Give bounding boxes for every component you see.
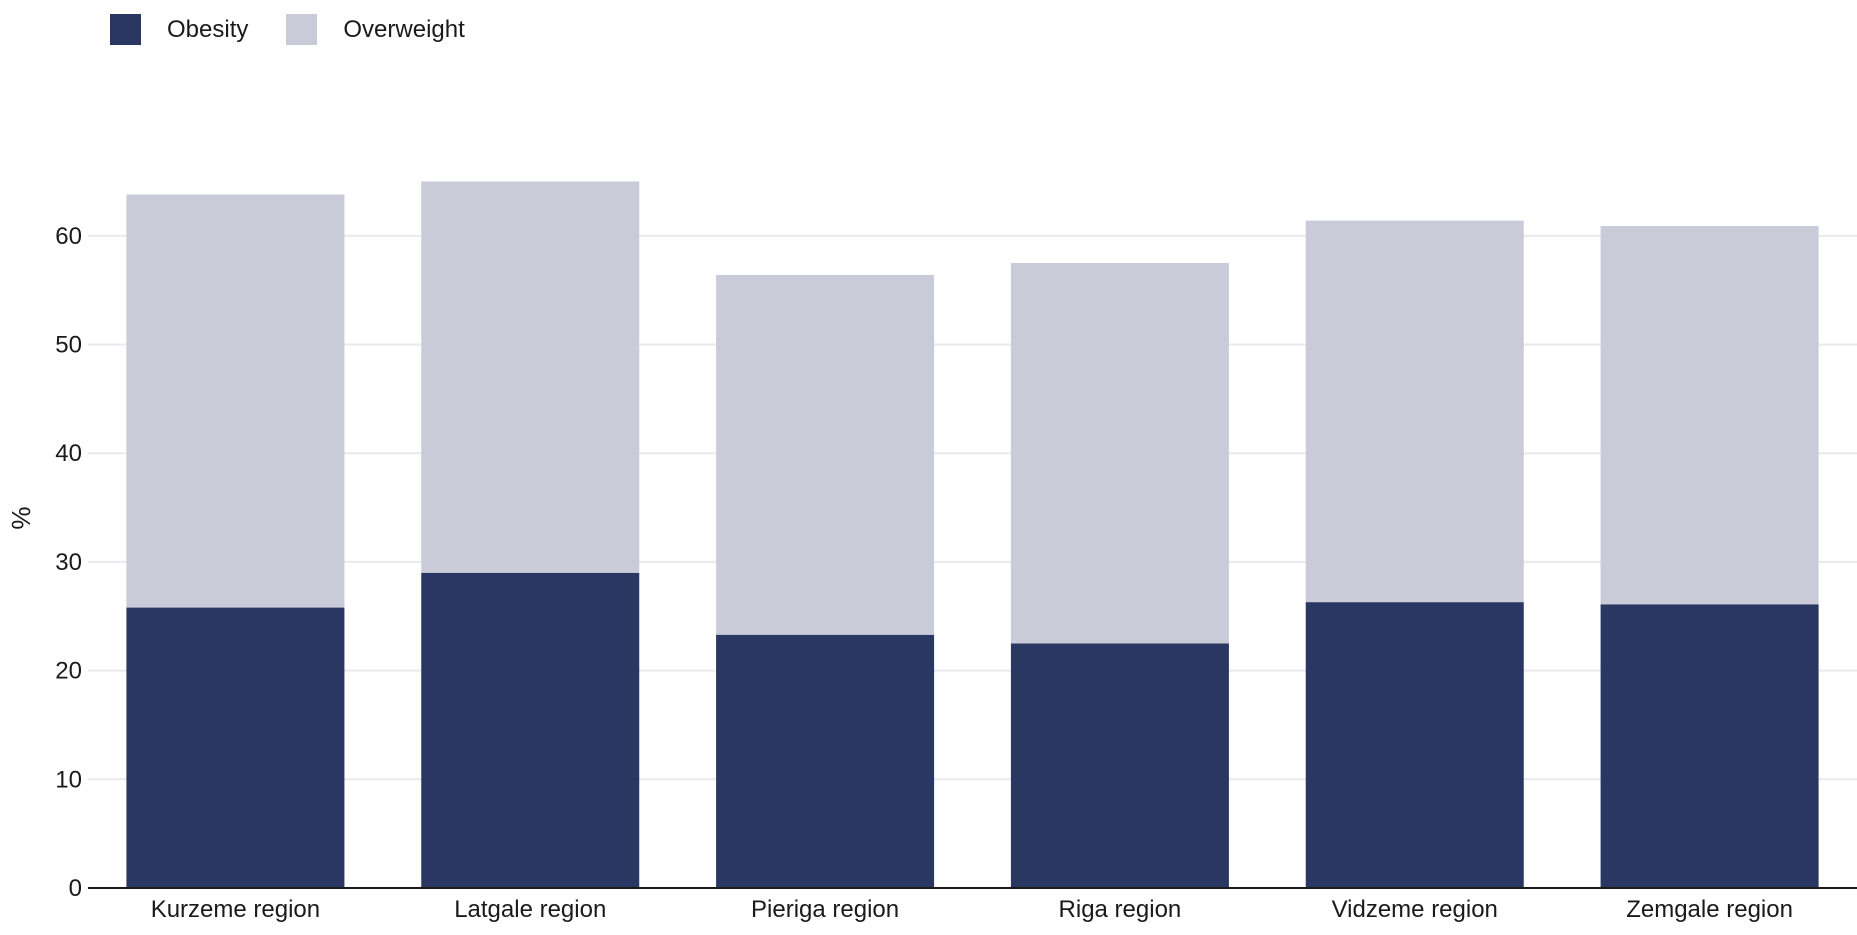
x-tick-label-latgale-region: Latgale region bbox=[454, 896, 606, 923]
bars bbox=[126, 181, 1819, 888]
bar-overweight-pieriga-region bbox=[716, 274, 935, 635]
y-axis-label: % bbox=[6, 506, 36, 529]
legend-swatch-obesity bbox=[110, 14, 141, 45]
x-tick-label-zemgale-region: Zemgale region bbox=[1626, 896, 1793, 923]
y-tick-label-40: 40 bbox=[55, 440, 82, 467]
y-tick-label-0: 0 bbox=[69, 875, 82, 902]
bar-overweight-kurzeme-region bbox=[126, 194, 345, 608]
y-tick-label-10: 10 bbox=[55, 766, 82, 793]
bar-obesity-riga-region bbox=[1010, 643, 1229, 888]
bar-overweight-latgale-region bbox=[421, 181, 640, 573]
bar-obesity-zemgale-region bbox=[1600, 604, 1819, 888]
x-tick-label-vidzeme-region: Vidzeme region bbox=[1332, 896, 1498, 923]
legend: Obesity Overweight bbox=[110, 14, 503, 45]
x-tick-label-pieriga-region: Pieriga region bbox=[751, 896, 899, 923]
x-tick-label-riga-region: Riga region bbox=[1059, 896, 1182, 923]
bar-obesity-vidzeme-region bbox=[1305, 602, 1524, 888]
gridlines bbox=[88, 234, 1857, 781]
y-tick-label-60: 60 bbox=[55, 223, 82, 250]
y-tick-label-20: 20 bbox=[55, 658, 82, 685]
bar-obesity-kurzeme-region bbox=[126, 607, 345, 888]
bar-obesity-latgale-region bbox=[421, 572, 640, 888]
x-tick-label-kurzeme-region: Kurzeme region bbox=[151, 896, 320, 923]
bar-overweight-vidzeme-region bbox=[1305, 220, 1524, 603]
legend-label-overweight: Overweight bbox=[343, 15, 465, 43]
x-axis-ticks: Kurzeme region Latgale region Pieriga regi… bbox=[151, 896, 1793, 923]
y-tick-label-30: 30 bbox=[55, 549, 82, 576]
legend-item-obesity[interactable]: Obesity bbox=[110, 14, 248, 45]
legend-item-overweight[interactable]: Overweight bbox=[286, 14, 465, 45]
y-axis-ticks: 0 10 20 30 40 50 60 bbox=[55, 223, 82, 902]
y-tick-label-50: 50 bbox=[55, 332, 82, 359]
bar-obesity-pieriga-region bbox=[716, 634, 935, 888]
bar-overweight-zemgale-region bbox=[1600, 226, 1819, 605]
legend-label-obesity: Obesity bbox=[167, 15, 249, 43]
bar-overweight-riga-region bbox=[1010, 262, 1229, 644]
legend-swatch-overweight bbox=[286, 14, 318, 45]
